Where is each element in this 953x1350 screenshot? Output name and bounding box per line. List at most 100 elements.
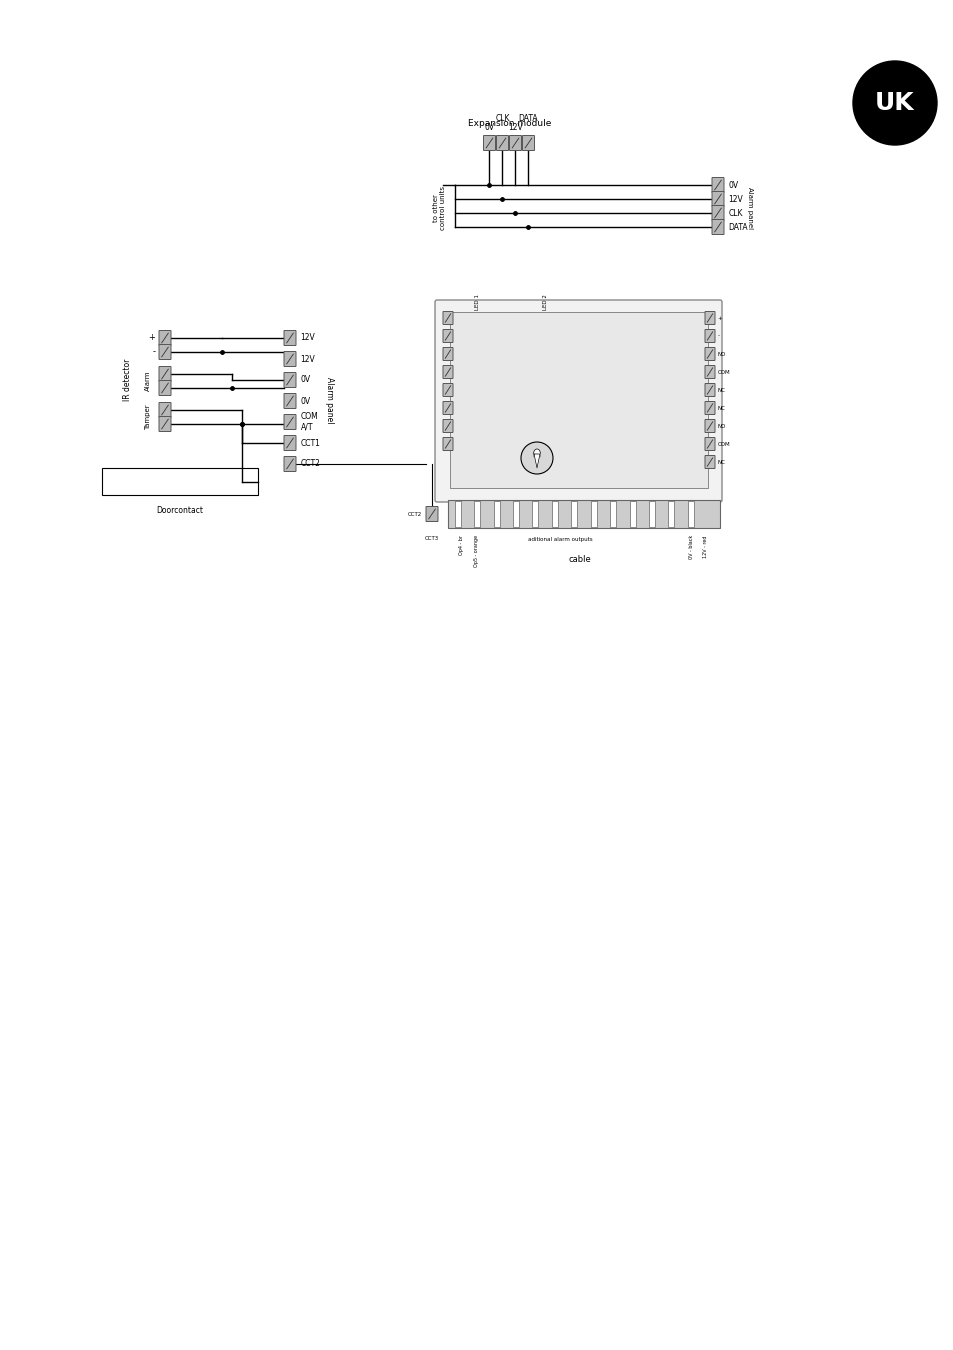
Text: aditional alarm outputs: aditional alarm outputs — [527, 537, 592, 541]
Ellipse shape — [533, 450, 540, 459]
Text: -: - — [455, 333, 457, 339]
Text: Op5 - orange: Op5 - orange — [474, 535, 479, 567]
FancyBboxPatch shape — [442, 329, 453, 343]
FancyBboxPatch shape — [483, 135, 495, 150]
Text: Schalter S1: Schalter S1 — [507, 351, 512, 379]
Text: Expansion module: Expansion module — [468, 119, 551, 127]
Text: 12V - red: 12V - red — [702, 535, 708, 558]
FancyBboxPatch shape — [704, 312, 714, 324]
Bar — [590, 501, 596, 526]
Text: 12V: 12V — [508, 123, 522, 132]
Text: NC: NC — [455, 405, 463, 410]
FancyBboxPatch shape — [159, 344, 171, 359]
FancyBboxPatch shape — [442, 366, 453, 378]
FancyBboxPatch shape — [159, 417, 171, 432]
Text: DATA: DATA — [728, 223, 747, 231]
Text: 12V: 12V — [300, 333, 314, 343]
Bar — [668, 501, 674, 526]
Text: CCT1: CCT1 — [300, 439, 320, 447]
FancyBboxPatch shape — [284, 373, 295, 387]
FancyBboxPatch shape — [704, 420, 714, 432]
FancyBboxPatch shape — [704, 383, 714, 397]
Text: CLK: CLK — [728, 208, 742, 217]
FancyBboxPatch shape — [159, 366, 171, 382]
FancyBboxPatch shape — [442, 401, 453, 414]
Text: Sabotage: Sabotage — [522, 408, 527, 432]
FancyBboxPatch shape — [704, 329, 714, 343]
Text: 12V: 12V — [728, 194, 742, 204]
Text: -: - — [717, 333, 719, 339]
Circle shape — [520, 441, 553, 474]
FancyBboxPatch shape — [711, 205, 723, 220]
Text: CCT3: CCT3 — [424, 536, 438, 541]
Text: Op4 - br: Op4 - br — [459, 535, 464, 555]
Bar — [450, 312, 707, 487]
FancyBboxPatch shape — [704, 437, 714, 451]
FancyBboxPatch shape — [284, 414, 295, 429]
Text: Schalter S2: Schalter S2 — [569, 351, 574, 379]
Bar — [571, 501, 577, 526]
Text: CLK: CLK — [495, 113, 509, 123]
Text: LED 2: LED 2 — [543, 294, 548, 310]
Text: IR detector: IR detector — [123, 359, 132, 401]
Text: 12V: 12V — [300, 355, 314, 363]
Bar — [648, 501, 655, 526]
FancyBboxPatch shape — [442, 420, 453, 432]
FancyBboxPatch shape — [704, 347, 714, 360]
Bar — [448, 500, 720, 528]
Text: 0V: 0V — [728, 181, 738, 189]
FancyBboxPatch shape — [711, 220, 723, 235]
Text: Alarm panel: Alarm panel — [325, 377, 335, 424]
Polygon shape — [534, 454, 539, 468]
Text: NO: NO — [717, 351, 725, 356]
Text: COM: COM — [455, 370, 468, 374]
Text: +: + — [149, 333, 155, 343]
Text: NC: NC — [717, 459, 724, 464]
FancyBboxPatch shape — [442, 437, 453, 451]
Text: COM: COM — [717, 441, 729, 447]
Bar — [551, 501, 558, 526]
Text: DATA: DATA — [518, 113, 537, 123]
FancyBboxPatch shape — [159, 402, 171, 417]
FancyBboxPatch shape — [435, 300, 721, 502]
Text: 0V - black: 0V - black — [689, 535, 694, 559]
Text: NO: NO — [717, 424, 725, 428]
FancyBboxPatch shape — [509, 135, 521, 150]
Text: Alarm: Alarm — [145, 371, 151, 392]
Bar — [102, 468, 257, 495]
FancyBboxPatch shape — [284, 456, 295, 471]
Text: to other
control units: to other control units — [433, 186, 446, 230]
Text: Alarm panel: Alarm panel — [746, 186, 752, 230]
Text: NO: NO — [455, 351, 463, 356]
Bar — [629, 501, 635, 526]
FancyBboxPatch shape — [496, 135, 508, 150]
Text: COM: COM — [455, 441, 468, 447]
Text: Doorcontact: Doorcontact — [156, 506, 203, 514]
Text: -: - — [152, 347, 155, 356]
Text: NC: NC — [455, 387, 463, 393]
FancyBboxPatch shape — [704, 401, 714, 414]
FancyBboxPatch shape — [159, 331, 171, 346]
Text: NC: NC — [717, 387, 724, 393]
Text: COM
A/T: COM A/T — [300, 412, 318, 432]
Bar — [455, 501, 460, 526]
Text: NO: NO — [455, 424, 463, 428]
FancyBboxPatch shape — [522, 135, 534, 150]
FancyBboxPatch shape — [704, 455, 714, 468]
FancyBboxPatch shape — [284, 436, 295, 451]
Text: UK: UK — [874, 90, 914, 115]
Text: CCT2: CCT2 — [300, 459, 320, 468]
Text: 0V: 0V — [300, 375, 311, 385]
Text: CCT2: CCT2 — [407, 512, 421, 517]
FancyBboxPatch shape — [284, 331, 295, 346]
FancyBboxPatch shape — [442, 347, 453, 360]
Bar — [474, 501, 479, 526]
FancyBboxPatch shape — [711, 177, 723, 193]
Text: +: + — [717, 316, 721, 320]
FancyBboxPatch shape — [426, 506, 437, 521]
Text: LED 1: LED 1 — [475, 294, 480, 310]
FancyBboxPatch shape — [442, 312, 453, 324]
Text: +: + — [455, 316, 459, 320]
Text: cable: cable — [568, 555, 591, 564]
Text: COM: COM — [717, 370, 729, 374]
